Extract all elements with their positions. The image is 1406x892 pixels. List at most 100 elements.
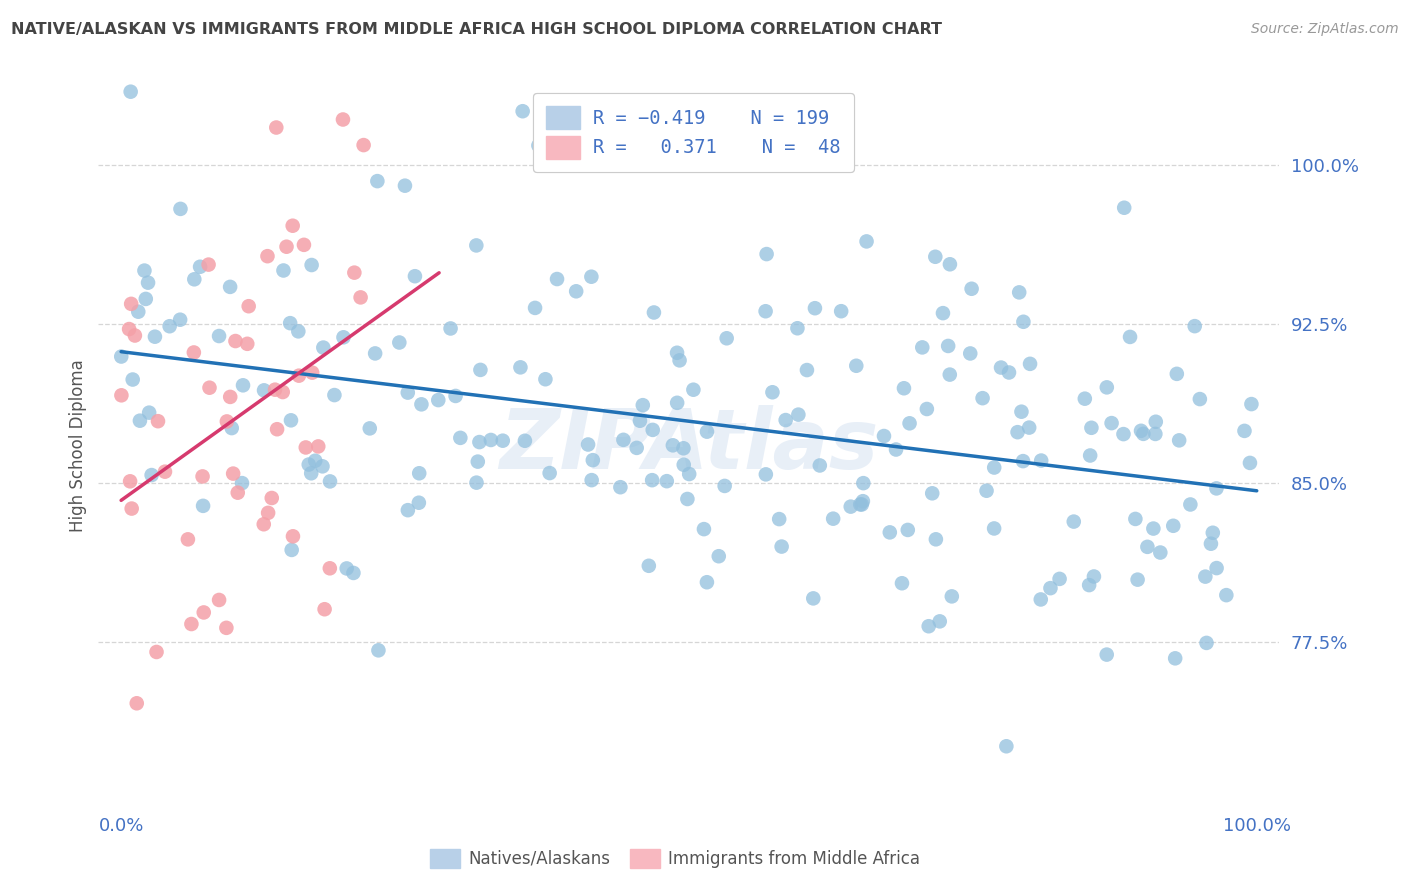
Point [120, 85, 142, 99]
Point [755, 467, 778, 482]
Point [801, 591, 824, 606]
Point [343, 266, 366, 280]
Point [281, 219, 304, 233]
Point [1149, 545, 1171, 559]
Point [396, 385, 419, 400]
Point [118, 322, 141, 336]
Point [470, 363, 492, 377]
Point [134, 263, 156, 277]
Point [538, 466, 561, 480]
Point [513, 434, 536, 448]
Point [336, 561, 359, 575]
Point [998, 366, 1021, 380]
Y-axis label: High School Diploma: High School Diploma [69, 359, 87, 533]
Point [1029, 592, 1052, 607]
Point [960, 282, 983, 296]
Point [1136, 540, 1159, 554]
Point [222, 467, 245, 481]
Point [1039, 581, 1062, 595]
Point [852, 494, 875, 508]
Point [439, 321, 461, 335]
Point [1195, 636, 1218, 650]
Point [672, 442, 695, 456]
Point [879, 525, 901, 540]
Point [626, 441, 648, 455]
Point [366, 174, 388, 188]
Point [1101, 416, 1123, 430]
Point [319, 561, 342, 575]
Point [193, 606, 215, 620]
Point [612, 433, 634, 447]
Point [294, 441, 316, 455]
Point [271, 385, 294, 400]
Point [804, 301, 827, 316]
Point [936, 339, 959, 353]
Point [972, 391, 994, 405]
Point [1080, 421, 1102, 435]
Point [169, 202, 191, 216]
Point [666, 396, 689, 410]
Point [314, 602, 336, 616]
Point [394, 178, 416, 193]
Point [444, 389, 467, 403]
Point [641, 473, 664, 487]
Point [208, 593, 231, 607]
Point [467, 455, 489, 469]
Point [304, 454, 326, 468]
Point [257, 506, 280, 520]
Point [281, 529, 304, 543]
Point [1126, 573, 1149, 587]
Point [631, 398, 654, 412]
Point [287, 324, 309, 338]
Point [136, 276, 159, 290]
Point [208, 329, 231, 343]
Point [191, 499, 214, 513]
Point [121, 372, 143, 386]
Point [183, 345, 205, 359]
Point [198, 381, 221, 395]
Point [332, 112, 354, 127]
Point [768, 512, 790, 526]
Point [342, 566, 364, 580]
Text: ZIPAtlas: ZIPAtlas [499, 406, 879, 486]
Point [1168, 434, 1191, 448]
Point [215, 621, 238, 635]
Point [292, 237, 315, 252]
Point [1205, 561, 1227, 575]
Point [219, 280, 242, 294]
Point [280, 543, 302, 558]
Point [873, 429, 896, 443]
Point [299, 467, 322, 481]
Point [1049, 572, 1071, 586]
Text: Source: ZipAtlas.com: Source: ZipAtlas.com [1251, 22, 1399, 37]
Point [582, 453, 605, 467]
Point [183, 272, 205, 286]
Point [1164, 651, 1187, 665]
Point [565, 285, 588, 299]
Point [845, 359, 868, 373]
Point [852, 476, 875, 491]
Point [219, 390, 242, 404]
Point [911, 340, 934, 354]
Point [266, 120, 288, 135]
Point [662, 438, 685, 452]
Point [120, 297, 142, 311]
Point [177, 533, 200, 547]
Point [796, 363, 818, 377]
Point [224, 334, 246, 348]
Point [349, 290, 371, 304]
Point [637, 558, 659, 573]
Point [141, 468, 163, 483]
Point [1194, 569, 1216, 583]
Point [253, 384, 276, 398]
Point [238, 299, 260, 313]
Point [408, 496, 430, 510]
Point [959, 346, 981, 360]
Point [396, 503, 419, 517]
Point [226, 485, 249, 500]
Point [1010, 405, 1032, 419]
Point [839, 500, 862, 514]
Point [1188, 392, 1211, 406]
Point [983, 521, 1005, 535]
Point [676, 491, 699, 506]
